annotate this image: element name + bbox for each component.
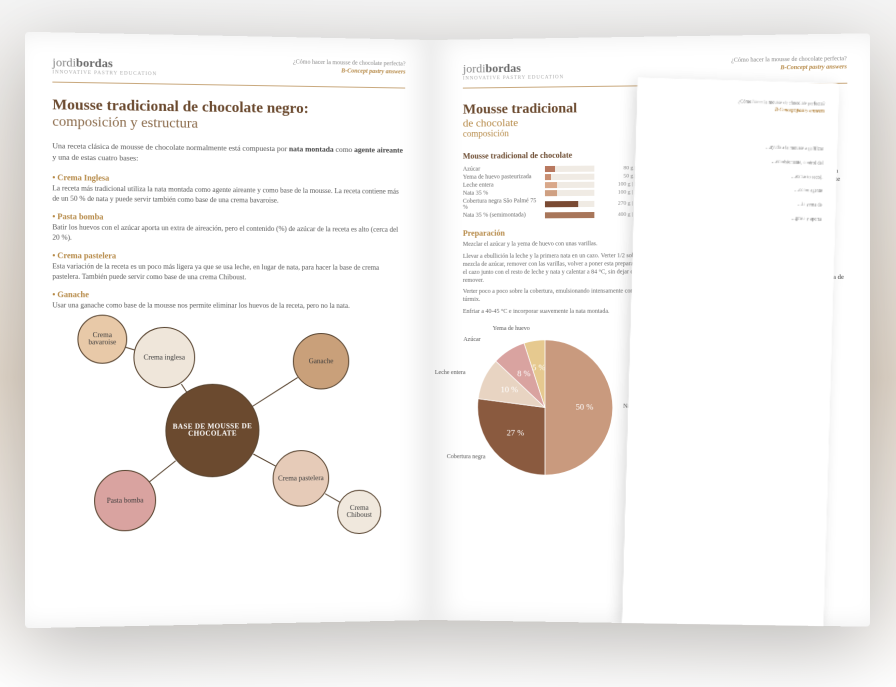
flap-line: …grasa y aporta — [647, 210, 822, 224]
header-right: ¿Cómo hacer la mousse de chocolate perfe… — [293, 59, 406, 77]
brand-logo: jordibordas — [463, 60, 564, 76]
preparation-heading: Preparación — [463, 228, 653, 238]
intro-text: Una receta clásica de mousse de chocolat… — [52, 141, 405, 167]
page-flap: ¿Cómo hacer la mousse de chocolate perfe… — [622, 77, 839, 626]
svg-text:8 %: 8 % — [518, 368, 531, 377]
diagram-node: BASE DE MOUSSE DE CHOCOLATE — [165, 384, 259, 478]
bar-row: Yema de huevo pasteurizada50 g | 5.00 % — [463, 173, 653, 181]
bar-row: Nata 35 %100 g | 10.00 % — [463, 190, 653, 197]
prep-step: Enfriar a 40-45 °C e incorporar suavemen… — [463, 308, 653, 316]
left-page: jordibordas INNOVATIVE PASTRY EDUCATION … — [25, 31, 431, 628]
flap-line: …ayuda a la mousse a gelificar — [649, 141, 824, 155]
prep-step: Llevar a ebullición la leche y la primer… — [463, 253, 653, 285]
right-title: Mousse tradicional de chocolate composic… — [463, 100, 653, 140]
bases-diagram: BASE DE MOUSSE DE CHOCOLATECrema bavaroi… — [52, 319, 405, 545]
pie-label: Azúcar — [464, 337, 481, 343]
prep-step: Verter poco a poco sobre la cobertura, e… — [463, 289, 653, 305]
diagram-node: Crema pastelera — [273, 450, 330, 507]
right-page: jordibordas INNOVATIVE PASTRY EDUCATION … — [431, 33, 870, 626]
flap-line: …emulsionante, control del — [648, 154, 823, 168]
svg-text:50 %: 50 % — [576, 402, 594, 411]
diagram-node: Crema bavaroise — [77, 315, 127, 364]
composition-pie: 50 %27 %10 %8 %5 % Nata 35 %Cobertura ne… — [463, 326, 634, 498]
diagram-node: Crema Chiboust — [337, 490, 381, 535]
svg-text:5 %: 5 % — [533, 363, 546, 372]
base-item: • Pasta bombaBatir los huevos con el azú… — [52, 212, 405, 245]
brand-tagline: INNOVATIVE PASTRY EDUCATION — [52, 70, 157, 77]
pie-label: Cobertura negra — [447, 454, 486, 460]
diagram-node: Ganache — [293, 333, 349, 390]
brand-tagline: INNOVATIVE PASTRY EDUCATION — [463, 75, 564, 81]
bar-row: Cobertura negra São Palmé 75 %270 g | 27… — [463, 198, 653, 211]
composition-heading: Mousse tradicional de chocolate — [463, 150, 653, 161]
brand-logo: jordibordas — [52, 55, 157, 72]
flap-line: …la yema de — [647, 196, 822, 210]
flap-line: …extracto seco). — [648, 168, 823, 182]
pie-label: Yema de huevo — [493, 326, 530, 332]
svg-text:10 %: 10 % — [501, 385, 519, 394]
flap-line: …como agente — [648, 182, 823, 196]
composition-bars: Azúcar80 g | 8.00 %Yema de huevo pasteur… — [463, 165, 653, 219]
header-right: ¿Cómo hacer la mousse de chocolate perfe… — [731, 56, 847, 73]
open-book: jordibordas INNOVATIVE PASTRY EDUCATION … — [33, 40, 863, 620]
bar-row: Nata 35 % (semimontada)400 g | 40.00 % — [463, 212, 653, 219]
pie-label: Leche entera — [435, 370, 466, 376]
bar-row: Azúcar80 g | 8.00 % — [463, 165, 653, 173]
base-item: • GanacheUsar una ganache como base de l… — [52, 290, 405, 311]
page-header: jordibordas INNOVATIVE PASTRY EDUCATION … — [52, 55, 405, 89]
svg-text:27 %: 27 % — [507, 428, 525, 437]
bar-row: Leche entera100 g | 10.00 % — [463, 181, 653, 188]
base-item: • Crema InglesaLa receta más tradicional… — [52, 173, 405, 207]
base-item: • Crema pasteleraEsta variación de la re… — [52, 251, 405, 283]
prep-step: Mezclar el azúcar y la yema de huevo con… — [463, 241, 653, 250]
diagram-node: Crema inglesa — [133, 327, 195, 388]
diagram-node: Pasta bomba — [94, 470, 156, 532]
left-title: Mousse tradicional de chocolate negro: c… — [52, 97, 405, 136]
